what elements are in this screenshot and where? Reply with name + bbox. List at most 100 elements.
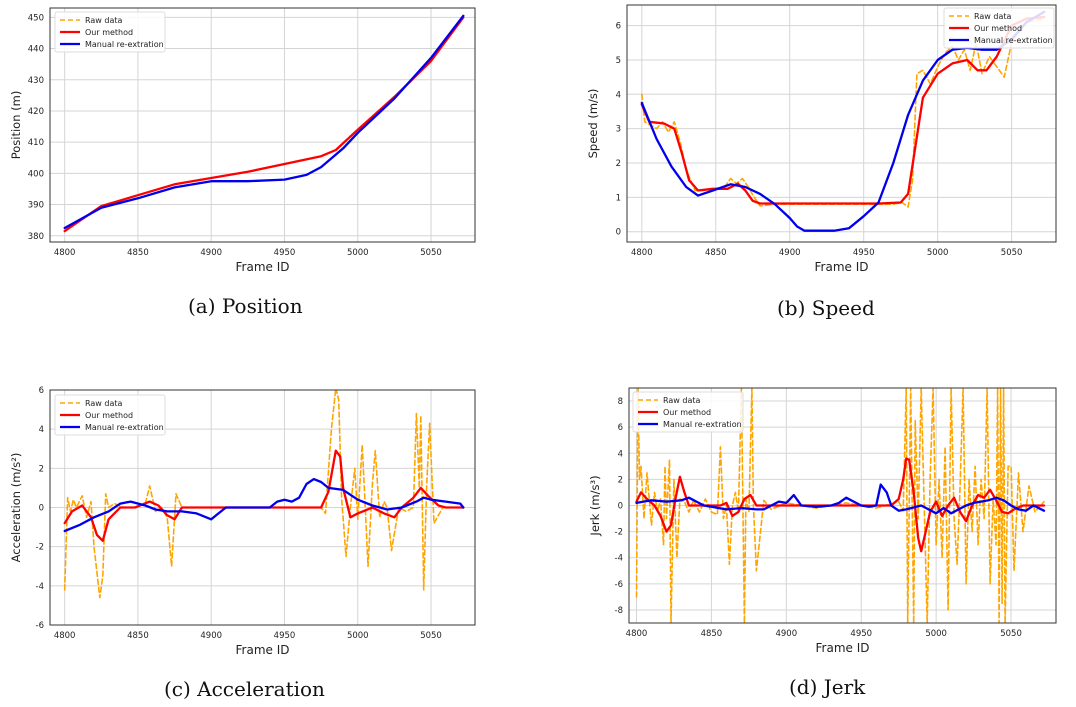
y-tick-label: 0 <box>39 504 44 514</box>
x-tick-label: 4950 <box>850 629 872 639</box>
caption-speed: (b) Speed <box>777 296 875 320</box>
series-line-our-method <box>640 15 1046 205</box>
x-tick-label: 4950 <box>274 631 296 641</box>
y-axis-label: Acceleration (m/s²) <box>9 453 23 563</box>
y-tick-label: 420 <box>28 107 44 117</box>
legend-label: Raw data <box>663 396 700 405</box>
caption-acceleration: (c) Acceleration <box>164 677 325 701</box>
legend-box <box>54 11 166 53</box>
x-tick-label: 4900 <box>200 631 222 641</box>
legend: Raw data Our method Manual re-extration <box>943 7 1055 49</box>
legend-label: Raw data <box>85 16 122 25</box>
legend-box <box>54 394 166 436</box>
plot-frame <box>628 387 1057 624</box>
y-tick-label: 380 <box>28 232 44 242</box>
y-tick-label: 6 <box>616 22 621 32</box>
x-tick-label: 5050 <box>1001 248 1023 258</box>
speed-chart: 4800 4850 4900 4950 5000 5050 0 1 2 3 4 5 6 Frame ID S… <box>586 4 1057 274</box>
legend: Raw data Our method Manual re-extration <box>54 394 166 436</box>
acceleration-chart: 4800 4850 4900 4950 5000 5050 -6 -4 -2 0 2 4 6 Frame … <box>9 386 476 657</box>
x-tick-label: 5000 <box>347 631 369 641</box>
x-tick-label: 4900 <box>200 248 222 258</box>
y-tick-label: 2 <box>618 475 623 485</box>
y-tick-label: 2 <box>616 159 621 169</box>
y-axis-label: Position (m) <box>9 91 23 160</box>
y-tick-label: 3 <box>616 125 621 135</box>
x-tick-label: 4800 <box>626 629 648 639</box>
y-tick-label: 0 <box>618 502 623 512</box>
speed-chart-panel: 4800 4850 4900 4950 5000 5050 0 1 2 3 4 5 6 Frame ID S… <box>585 0 1076 280</box>
x-tick-label: 4800 <box>54 631 76 641</box>
caption-position: (a) Position <box>188 294 303 318</box>
x-tick-label: 4900 <box>779 248 801 258</box>
legend-label: Our method <box>85 411 133 420</box>
y-tick-label: 4 <box>618 449 623 459</box>
legend-box <box>632 391 744 433</box>
series-line-raw-data <box>63 390 465 599</box>
plot-frame <box>49 7 476 243</box>
y-tick-label: 6 <box>618 423 623 433</box>
x-tick-label: 5000 <box>925 629 947 639</box>
x-axis-label: Frame ID <box>816 641 870 655</box>
x-tick-label: 4950 <box>853 248 875 258</box>
x-tick-label: 4950 <box>274 248 296 258</box>
legend-label: Manual re-extration <box>85 423 164 432</box>
x-tick-label: 4800 <box>631 248 653 258</box>
caption-jerk: (d) Jerk <box>789 675 866 699</box>
x-tick-label: 5000 <box>347 248 369 258</box>
x-tick-label: 4850 <box>705 248 727 258</box>
x-tick-label: 4800 <box>54 248 76 258</box>
series-line-our-method <box>635 457 1046 553</box>
x-axis-label: Frame ID <box>815 260 869 274</box>
y-axis-label: Speed (m/s) <box>586 89 600 159</box>
position-chart-panel: 4800 4850 4900 4950 5000 5050 380 390 400 410 420 4… <box>0 0 485 280</box>
y-tick-label: 4 <box>616 90 621 100</box>
y-tick-label: -2 <box>36 543 44 553</box>
x-tick-label: 4900 <box>775 629 797 639</box>
x-tick-label: 4850 <box>127 631 149 641</box>
series-line-manual-re-extration <box>63 14 465 230</box>
position-chart: 4800 4850 4900 4950 5000 5050 380 390 400 410 420 4… <box>9 7 476 274</box>
acceleration-chart-panel: 4800 4850 4900 4950 5000 5050 -6 -4 -2 0 2 4 6 Frame … <box>0 378 485 663</box>
y-tick-label: 450 <box>28 13 44 23</box>
y-tick-label: -4 <box>615 554 623 564</box>
y-tick-label: -2 <box>615 528 623 538</box>
y-axis-label: Jerk (m/s³) <box>588 475 602 536</box>
x-tick-label: 5000 <box>927 248 949 258</box>
plot-frame <box>49 389 476 626</box>
x-axis-label: Frame ID <box>236 643 290 657</box>
legend: Raw data Our method Manual re-extration <box>632 391 744 433</box>
x-tick-label: 5050 <box>1000 629 1022 639</box>
legend-box <box>943 7 1055 49</box>
x-tick-label: 5050 <box>420 248 442 258</box>
y-tick-label: 390 <box>28 201 44 211</box>
legend: Raw data Our method Manual re-extration <box>54 11 166 53</box>
jerk-chart: 4800 4850 4900 4950 5000 5050 -8 -6 -4 -2 0 2 4 6 8 Fra… <box>588 387 1057 655</box>
y-tick-label: -4 <box>36 582 44 592</box>
legend-label: Our method <box>974 24 1022 33</box>
legend-label: Our method <box>663 408 711 417</box>
series-line-manual-re-extration <box>63 477 465 533</box>
x-tick-label: 5050 <box>420 631 442 641</box>
legend-label: Raw data <box>85 399 122 408</box>
y-tick-label: 6 <box>39 386 44 396</box>
y-tick-label: -8 <box>615 606 623 616</box>
y-tick-label: -6 <box>36 621 44 631</box>
y-tick-label: 1 <box>616 193 621 203</box>
y-tick-label: 2 <box>39 464 44 474</box>
legend-label: Manual re-extration <box>85 40 164 49</box>
y-tick-label: 4 <box>39 425 44 435</box>
y-tick-label: 0 <box>616 228 621 238</box>
legend-label: Our method <box>85 28 133 37</box>
y-tick-label: -6 <box>615 580 623 590</box>
x-axis-label: Frame ID <box>236 260 290 274</box>
legend-label: Raw data <box>974 12 1011 21</box>
x-tick-label: 4850 <box>701 629 723 639</box>
y-tick-label: 400 <box>28 169 44 179</box>
y-tick-label: 440 <box>28 45 44 55</box>
jerk-chart-panel: 4800 4850 4900 4950 5000 5050 -8 -6 -4 -2 0 2 4 6 8 Fra… <box>585 378 1076 663</box>
legend-label: Manual re-extration <box>663 420 742 429</box>
x-tick-label: 4850 <box>127 248 149 258</box>
series-line-our-method <box>63 449 465 542</box>
y-tick-label: 5 <box>616 56 621 66</box>
